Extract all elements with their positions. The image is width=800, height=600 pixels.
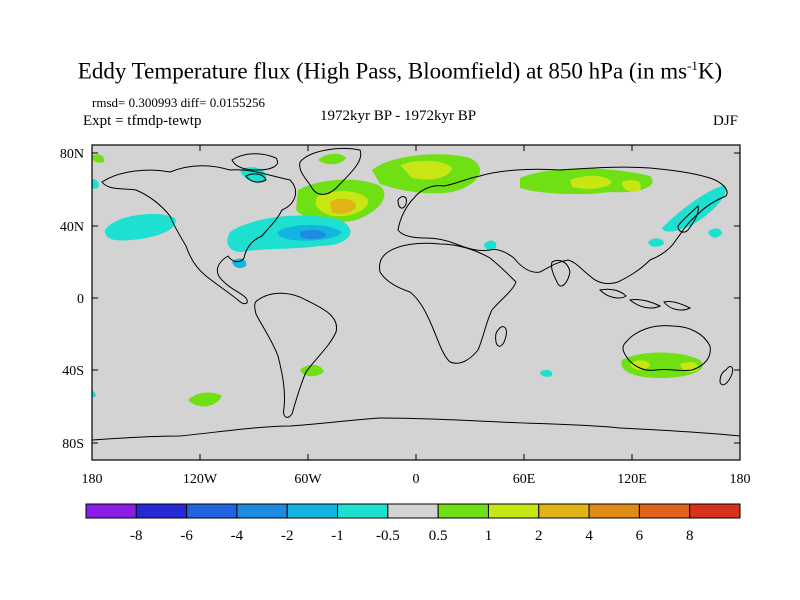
- anomaly-gulf-mexico: [232, 258, 247, 269]
- anomaly-australia: [621, 352, 703, 378]
- anomaly-south-pacific: [188, 392, 222, 407]
- map-background: [92, 145, 740, 460]
- y-tick-label: 40S: [62, 364, 84, 379]
- colorbar-box: [689, 503, 741, 519]
- anomaly-fields: [92, 153, 726, 407]
- coast-new-zealand: [719, 366, 733, 386]
- x-tick-label: 60E: [513, 472, 536, 487]
- chart-title: Eddy Temperature flux (High Pass, Bloomf…: [77, 58, 723, 84]
- anomaly-pacific-small: [708, 228, 722, 238]
- anomaly-gulf-stream-peak: [300, 229, 326, 239]
- coast-eurasia: [397, 166, 728, 285]
- coast-india: [551, 259, 571, 287]
- period-label: 1972kyr BP - 1972kyr BP: [320, 108, 477, 124]
- x-tick-label: 180: [82, 472, 103, 487]
- colorbar-label: -2: [281, 528, 294, 544]
- colorbar-box: [387, 503, 439, 519]
- colorbar-box: [286, 503, 339, 519]
- colorbar-label: -1: [331, 528, 344, 544]
- coast-south-america: [254, 292, 338, 418]
- y-axis: 80N 40N 0 40S 80S: [60, 147, 740, 452]
- anomaly-canada-negative: [240, 167, 267, 182]
- coast-australia: [622, 325, 711, 372]
- coast-indonesia: [598, 288, 692, 311]
- anomaly-south-atlantic: [300, 364, 324, 377]
- anomaly-south-pacific-west: [92, 390, 96, 398]
- colorbar-label: -6: [180, 528, 193, 544]
- anomaly-aleutian: [92, 154, 105, 163]
- anomaly-ne-pacific: [104, 214, 176, 241]
- coast-british-isles: [397, 196, 407, 209]
- anomaly-kuroshio: [662, 185, 726, 232]
- coast-arctic-islands: [231, 153, 278, 183]
- colorbar-box: [588, 503, 640, 519]
- colorbar-label: -8: [130, 528, 143, 544]
- colorbar-label: 6: [636, 528, 644, 544]
- colorbar-box: [236, 503, 288, 519]
- y-tick-label: 80N: [60, 147, 84, 162]
- x-axis: 180 120W 60W 0 60E 120E 180: [82, 145, 751, 487]
- coast-japan: [677, 205, 699, 233]
- y-tick-label: 40N: [60, 220, 84, 235]
- x-tick-label: 120W: [183, 472, 218, 487]
- x-tick-label: 60W: [294, 472, 322, 487]
- colorbar-label: -0.5: [376, 528, 400, 544]
- anomaly-siberia-core2: [622, 180, 641, 192]
- colorbar-box: [186, 503, 238, 519]
- coast-madagascar: [495, 326, 507, 347]
- colorbar-label: -4: [231, 528, 244, 544]
- y-tick-label: 0: [77, 292, 84, 307]
- x-tick-label: 120E: [617, 472, 647, 487]
- x-tick-label: 0: [413, 472, 420, 487]
- anomaly-siberia-core: [570, 175, 612, 189]
- colorbar-box: [538, 503, 590, 519]
- anomaly-mid-east: [484, 240, 497, 251]
- anomaly-arctic-north: [318, 153, 346, 165]
- colorbar-box: [337, 503, 389, 519]
- colorbar-box: [487, 503, 540, 519]
- y-tick-label: 80S: [62, 437, 84, 452]
- anomaly-north-atlantic-peak: [330, 198, 356, 214]
- colorbar-box: [85, 503, 137, 519]
- colorbar-box: [638, 503, 691, 519]
- colorbar-label: 1: [485, 528, 493, 544]
- season-label: DJF: [713, 113, 739, 129]
- anomaly-alaska: [92, 178, 99, 189]
- colorbar-label: 4: [585, 528, 593, 544]
- anomaly-south-indian: [540, 369, 553, 377]
- anomaly-australia-core: [630, 360, 650, 371]
- anomaly-kuroshio-small: [648, 238, 664, 247]
- experiment-label: Expt = tfmdp-tewtp: [83, 113, 202, 129]
- coast-north-america: [101, 165, 297, 305]
- anomaly-scandinavia-core: [400, 160, 452, 180]
- coast-antarctica: [92, 417, 740, 441]
- coast-africa: [379, 242, 517, 364]
- colorbar-box: [135, 503, 188, 519]
- colorbar-box: [437, 503, 489, 519]
- coastlines: [92, 148, 740, 441]
- colorbar-label: 0.5: [429, 528, 448, 544]
- colorbar: -8 -6 -4 -2 -1 -0.5 0.5 1 2 4 6 8: [85, 503, 741, 544]
- colorbar-label: 8: [686, 528, 694, 544]
- colorbar-label: 2: [535, 528, 543, 544]
- rmsd-label: rmsd= 0.300993 diff= 0.0155256: [92, 95, 265, 110]
- coast-greenland: [299, 148, 362, 195]
- x-tick-label: 180: [730, 472, 751, 487]
